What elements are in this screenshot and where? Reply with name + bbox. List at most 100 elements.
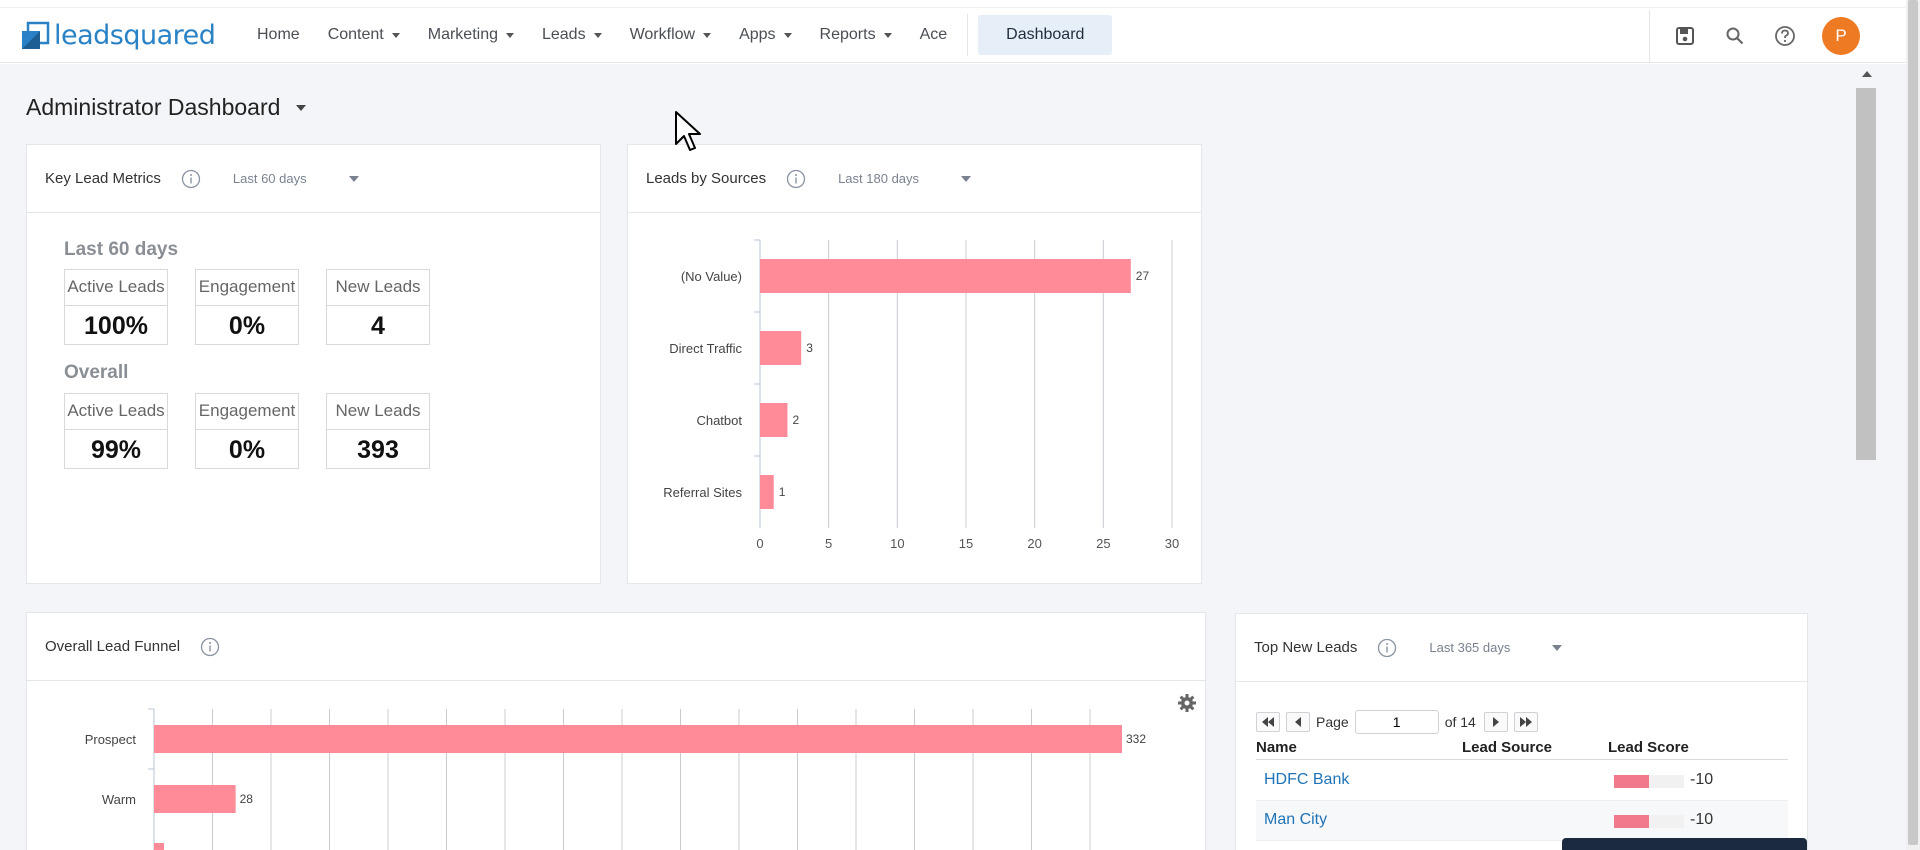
chevron-down-icon xyxy=(883,32,892,38)
table-row: Man City -10 xyxy=(1256,801,1788,841)
page-label: Page xyxy=(1316,714,1349,730)
x-tick-label: 25 xyxy=(1096,536,1110,551)
nav-marketing[interactable]: Marketing xyxy=(428,26,514,44)
nav-leads[interactable]: Leads xyxy=(542,26,602,44)
card-header: Leads by Sources Last 180 days xyxy=(628,145,1201,213)
help-icon[interactable] xyxy=(1774,25,1796,47)
metric-label: Active Leads xyxy=(65,394,167,430)
metric-value: 393 xyxy=(357,436,399,464)
page-number-input[interactable] xyxy=(1354,710,1439,734)
last-page-button[interactable] xyxy=(1513,712,1538,732)
metric-box-engagement: Engagement 0% xyxy=(195,393,299,469)
table-header: Name Lead Source Lead Score xyxy=(1256,736,1788,760)
lead-score-bar xyxy=(1614,775,1684,788)
x-tick-label: 20 xyxy=(1027,536,1041,551)
first-page-icon xyxy=(1262,717,1274,727)
tools-divider xyxy=(1649,10,1650,62)
save-icon[interactable] xyxy=(1674,25,1696,47)
info-icon[interactable] xyxy=(1377,638,1397,658)
nav-workflow[interactable]: Workflow xyxy=(630,26,712,44)
nav-reports[interactable]: Reports xyxy=(820,26,892,44)
main-menu: Home Content Marketing Leads Workflow Ap… xyxy=(257,8,1113,62)
y-tick-label: Prospect xyxy=(85,732,137,747)
metric-label: Engagement xyxy=(196,270,298,306)
metric-label: New Leads xyxy=(327,270,429,306)
y-tick-label: Warm xyxy=(102,792,136,807)
header-tools: P xyxy=(1649,8,1906,64)
notification-bar[interactable] xyxy=(1562,838,1807,850)
card-title: Key Lead Metrics xyxy=(45,170,161,187)
card-header: Top New Leads Last 365 days xyxy=(1236,614,1807,682)
column-header-name[interactable]: Name xyxy=(1256,739,1297,756)
metric-box-new-leads: New Leads 393 xyxy=(326,393,430,469)
window-scrollbar[interactable] xyxy=(1906,0,1920,850)
chevron-down-icon xyxy=(961,175,972,182)
key-lead-metrics-card: Key Lead Metrics Last 60 days Last 60 da… xyxy=(26,144,601,584)
lead-name-link[interactable]: Man City xyxy=(1264,811,1328,828)
y-tick-label: Chatbot xyxy=(696,413,742,428)
chevron-down-icon xyxy=(593,32,602,38)
lead-funnel-chart: Prospect 332 Warm 28 xyxy=(85,708,1146,850)
card-header: Overall Lead Funnel xyxy=(27,613,1205,681)
nav-ace-label: Ace xyxy=(919,26,948,43)
prev-page-button[interactable] xyxy=(1286,712,1310,732)
nav-leads-label: Leads xyxy=(541,26,586,43)
table-pager: Page of 14 xyxy=(1256,710,1544,734)
info-icon[interactable] xyxy=(786,169,806,189)
mouse-cursor-icon xyxy=(675,111,701,151)
overall-lead-funnel-card: Overall Lead Funnel Prospect 332 Warm 28 xyxy=(26,612,1206,850)
date-range-dropdown[interactable]: Last 365 days xyxy=(1429,640,1563,655)
dashboard-selector[interactable]: Administrator Dashboard xyxy=(26,94,307,121)
top-navigation: leadsquared Home Content Marketing Leads… xyxy=(0,7,1906,63)
gear-icon[interactable] xyxy=(1177,693,1197,713)
nav-marketing-label: Marketing xyxy=(427,26,498,43)
first-page-button[interactable] xyxy=(1256,712,1280,732)
bar xyxy=(760,331,802,365)
date-range-label: Last 60 days xyxy=(232,171,307,186)
lead-name-link[interactable]: HDFC Bank xyxy=(1264,771,1350,788)
metric-value: 4 xyxy=(371,312,385,340)
metric-box-engagement: Engagement 0% xyxy=(195,269,299,345)
column-header-lead-source[interactable]: Lead Source xyxy=(1462,739,1553,756)
nav-home[interactable]: Home xyxy=(257,26,300,44)
dashboard-tab[interactable]: Dashboard xyxy=(978,15,1113,55)
user-avatar[interactable]: P xyxy=(1822,17,1860,55)
nav-ace[interactable]: Ace xyxy=(920,26,948,44)
date-range-dropdown[interactable]: Last 60 days xyxy=(233,171,359,186)
info-icon[interactable] xyxy=(181,169,201,189)
column-header-lead-score[interactable]: Lead Score xyxy=(1608,739,1689,756)
metric-label: Engagement xyxy=(196,394,298,430)
lead-score-bar-fill xyxy=(1614,815,1649,828)
logo-text: leadsquared xyxy=(54,19,216,51)
dashboard-scrollbar-thumb[interactable] xyxy=(1856,88,1876,460)
metric-section-heading: Last 60 days xyxy=(64,239,179,260)
dashboard-content: Administrator Dashboard Key Lead Metrics… xyxy=(0,64,1906,850)
table-row: HDFC Bank -10 xyxy=(1256,761,1788,801)
chevron-down-icon xyxy=(348,175,359,182)
data-label: 1 xyxy=(779,485,786,499)
nav-divider xyxy=(967,14,969,56)
x-tick-label: 0 xyxy=(756,536,763,551)
nav-content[interactable]: Content xyxy=(328,26,400,44)
nav-home-label: Home xyxy=(257,26,300,43)
search-icon[interactable] xyxy=(1724,25,1746,47)
leadsquared-logo[interactable]: leadsquared xyxy=(22,20,227,51)
x-tick-label: 30 xyxy=(1165,536,1179,551)
metric-label: Active Leads xyxy=(65,270,167,306)
top-new-leads-card: Top New Leads Last 365 days Page of 14 N… xyxy=(1235,613,1808,850)
nav-apps-label: Apps xyxy=(739,26,776,43)
nav-content-label: Content xyxy=(327,26,384,43)
next-page-button[interactable] xyxy=(1483,712,1508,732)
data-label: 2 xyxy=(792,413,799,427)
scroll-up-arrow-icon[interactable] xyxy=(1862,71,1872,77)
lead-score-bar-fill xyxy=(1614,775,1649,788)
date-range-dropdown[interactable]: Last 180 days xyxy=(838,171,972,186)
chevron-down-icon xyxy=(296,104,307,111)
data-label: 28 xyxy=(240,792,254,806)
window-scrollbar-thumb[interactable] xyxy=(1908,0,1918,845)
nav-apps[interactable]: Apps xyxy=(739,26,792,44)
bar xyxy=(760,475,774,509)
date-range-label: Last 180 days xyxy=(838,171,920,186)
info-icon[interactable] xyxy=(200,637,220,657)
metric-value: 0% xyxy=(228,436,266,464)
